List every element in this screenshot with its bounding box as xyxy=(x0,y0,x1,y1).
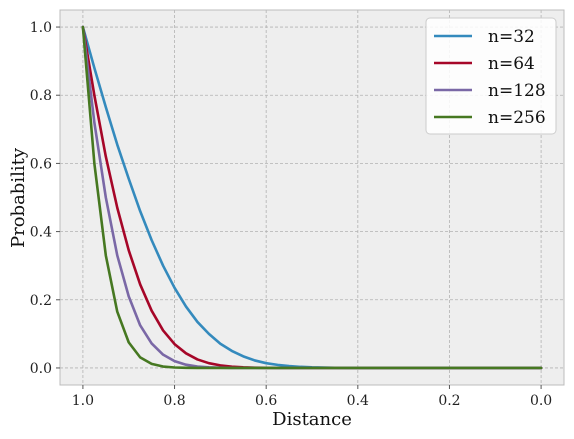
y-tick-label: 0.0 xyxy=(30,361,52,377)
x-tick-label: 0.6 xyxy=(255,393,277,409)
x-tick-label: 0.0 xyxy=(530,393,552,409)
series-line xyxy=(81,25,543,370)
y-axis-ticks: 0.0 0.2 0.4 0.6 0.8 1.0 xyxy=(30,20,60,377)
y-axis-label: Probability xyxy=(8,147,29,248)
y-tick-label: 0.4 xyxy=(30,225,52,241)
legend-box xyxy=(425,17,557,135)
x-tick-label: 0.8 xyxy=(163,393,185,409)
legend-label: n=128 xyxy=(488,81,546,101)
plot-frame xyxy=(59,9,565,386)
y-tick-label: 0.8 xyxy=(30,88,52,104)
x-axis-label: Distance xyxy=(272,409,352,430)
series-lines xyxy=(81,25,543,370)
y-tick-label: 0.6 xyxy=(30,156,52,172)
x-tick-label: 1.0 xyxy=(72,393,94,409)
legend-label: n=256 xyxy=(488,108,546,128)
legend-label: n=32 xyxy=(488,27,535,47)
x-tick-label: 0.2 xyxy=(438,393,460,409)
x-tick-label: 0.4 xyxy=(347,393,369,409)
legend: n=32 n=64 n=128 n=256 xyxy=(425,17,557,135)
y-tick-label: 0.2 xyxy=(30,293,52,309)
y-tick-label: 1.0 xyxy=(30,20,52,36)
x-axis-ticks: 1.0 0.8 0.6 0.4 0.2 0.0 xyxy=(72,385,552,409)
legend-label: n=64 xyxy=(488,54,535,74)
